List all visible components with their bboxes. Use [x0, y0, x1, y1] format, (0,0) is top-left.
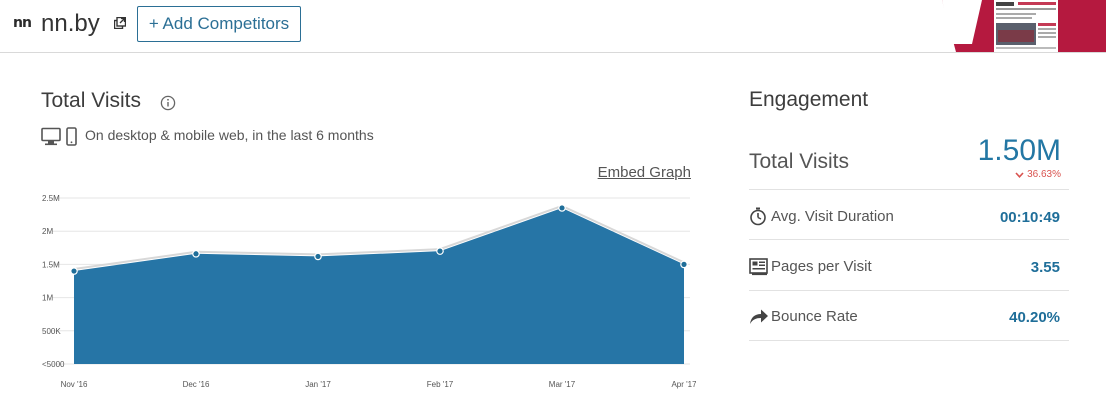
- pages-per-visit-label: Pages per Visit: [771, 258, 872, 275]
- external-link-icon[interactable]: [114, 17, 126, 29]
- visits-area: [74, 207, 684, 364]
- website-thumbnail[interactable]: [942, 0, 1106, 52]
- avg-visit-duration-row: [749, 189, 1069, 240]
- pages-icon: [749, 258, 768, 276]
- y-tick-label: 1M: [42, 294, 53, 303]
- pages-per-visit-row: [749, 240, 1069, 291]
- data-point: [71, 268, 77, 274]
- stopwatch-icon: [750, 207, 766, 226]
- x-tick-label: Jan '17: [305, 380, 331, 389]
- total-visits-chart: 2.5M 2M 1.5M 1M 500K <5000 Nov '16 Dec '16 Jan '…: [42, 194, 696, 389]
- embed-graph-link[interactable]: Embed Graph: [597, 164, 691, 181]
- site-favicon-icon: nn: [13, 15, 32, 31]
- y-tick-label: 500K: [42, 327, 61, 336]
- bounce-rate-label: Bounce Rate: [771, 308, 858, 325]
- desktop-mobile-icon: [41, 127, 77, 146]
- x-tick-label: Feb '17: [427, 380, 454, 389]
- x-tick-label: Nov '16: [61, 380, 88, 389]
- down-chevron-icon: [1015, 171, 1024, 178]
- add-competitors-button[interactable]: + Add Competitors: [137, 6, 301, 42]
- y-tick-label: 2.5M: [42, 194, 60, 203]
- engagement-title: Engagement: [749, 88, 869, 111]
- pages-per-visit-value: 3.55: [1030, 259, 1060, 276]
- avg-visit-duration-label: Avg. Visit Duration: [771, 208, 894, 225]
- visits-line: [73, 204, 685, 271]
- data-point: [681, 261, 687, 267]
- info-icon[interactable]: [160, 95, 176, 111]
- site-name: nn.by: [41, 10, 100, 37]
- top-bar: nn nn.by + Add Competitors: [0, 0, 1106, 53]
- y-tick-label: 2M: [42, 227, 53, 236]
- total-visits-label: Total Visits: [749, 150, 849, 173]
- y-tick-label: <5000: [42, 360, 65, 369]
- avg-visit-duration-value: 00:10:49: [999, 209, 1060, 226]
- y-tick-label: 1.5M: [42, 260, 60, 269]
- bounce-rate-row: [749, 290, 1069, 341]
- visits-change-value: 36.63%: [1027, 169, 1061, 180]
- visits-subtitle: On desktop & mobile web, in the last 6 m…: [85, 127, 374, 143]
- total-visits-metric-row: Total Visits 1.50M 36.63%: [749, 130, 1069, 190]
- data-point: [437, 248, 443, 254]
- data-point: [559, 205, 565, 211]
- x-tick-label: Dec '16: [183, 380, 210, 389]
- bounce-rate-value: 40.20%: [1009, 309, 1060, 326]
- data-point: [193, 251, 199, 257]
- x-tick-label: Apr '17: [671, 380, 696, 389]
- total-visits-title: Total Visits: [41, 89, 141, 112]
- bounce-arrow-icon: [750, 309, 768, 324]
- total-visits-value: 1.50M: [977, 134, 1061, 167]
- x-tick-label: Mar '17: [549, 380, 576, 389]
- visits-change-badge: 36.63%: [1015, 169, 1061, 180]
- data-point: [315, 253, 321, 260]
